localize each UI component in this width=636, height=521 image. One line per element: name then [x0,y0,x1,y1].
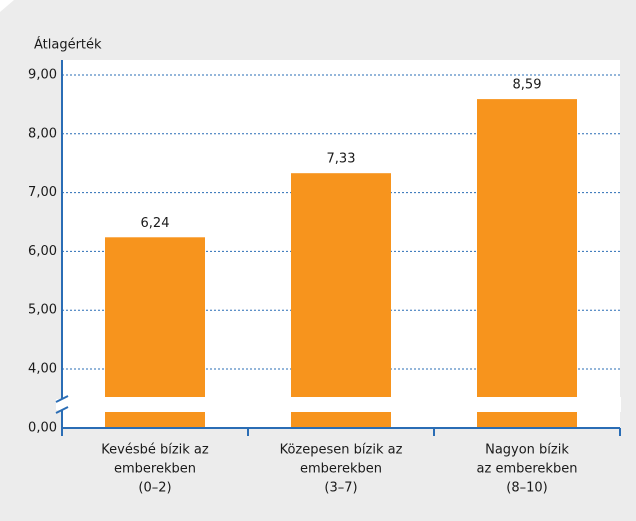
y-tick-label: 7,00 [28,185,57,200]
break-gap [56,399,68,410]
x-tick-label: (8–10) [506,481,547,496]
y-tick-label: 8,00 [28,126,57,141]
bar [291,173,391,428]
bar [105,237,205,428]
x-tick-label: Kevésbé bízik az [101,443,209,458]
x-tick-label: emberekben [300,462,382,477]
x-tick-label: (0–2) [138,481,171,496]
value-label: 7,33 [327,152,356,167]
y-tick-label: 0,00 [28,421,57,436]
x-tick-label: Közepesen bízik az [280,443,403,458]
y-tick-label: 4,00 [28,362,57,377]
y-axis-title: Átlagérték [34,37,102,53]
y-tick-label: 9,00 [28,68,57,83]
x-tick-label: (3–7) [324,481,357,496]
axis-break-gap [63,397,621,412]
y-tick-label: 6,00 [28,244,57,259]
break-mark [55,406,69,414]
y-tick-label: 5,00 [28,303,57,318]
x-tick-label: Nagyon bízik [485,443,569,458]
x-tick-label: az emberekben [477,462,578,477]
break-mark [55,395,69,403]
x-tick-label: emberekben [114,462,196,477]
value-label: 8,59 [513,78,542,93]
value-label: 6,24 [141,216,170,231]
bar [477,99,577,428]
